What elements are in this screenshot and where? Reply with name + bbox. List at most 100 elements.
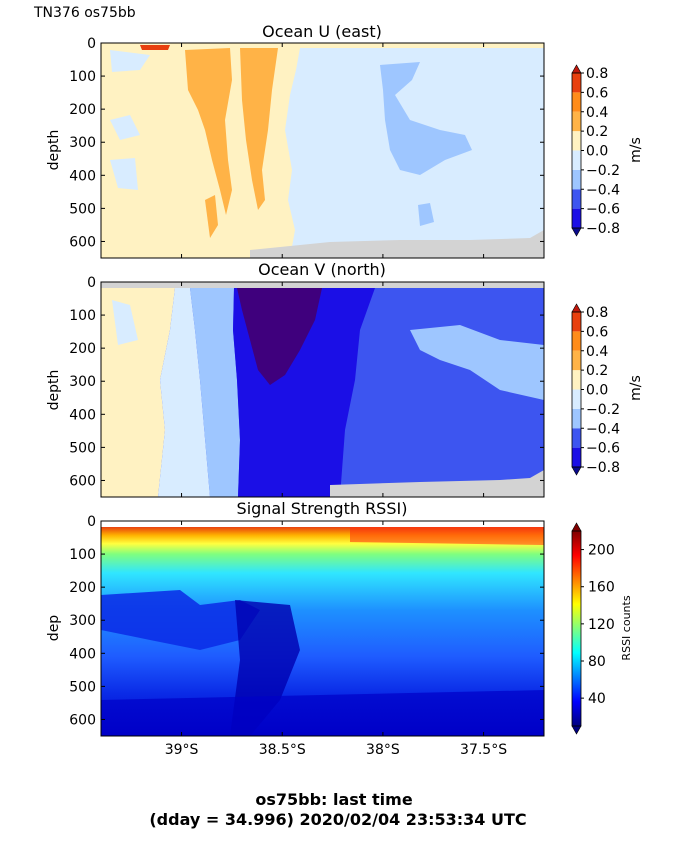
colorbar-tick-label: 0.8 bbox=[586, 66, 608, 82]
u-weak-patch-3 bbox=[110, 50, 150, 72]
panel-1-field bbox=[101, 43, 544, 258]
colorbar-tick-label: 200 bbox=[588, 543, 615, 559]
panel-1-colorbar: 0.8 0.6 0.4 0.2 0.0 −0.2 −0.4 −0.6 −0.8 bbox=[571, 64, 620, 237]
rssi-low-layer-west bbox=[101, 590, 260, 650]
v-weak-patch bbox=[112, 300, 138, 345]
colorbar-1-label: m/s bbox=[628, 137, 644, 163]
panel-3-frame bbox=[100, 520, 545, 737]
u-weak-patch-1 bbox=[110, 115, 140, 140]
y-tick-label: 500 bbox=[69, 201, 96, 217]
colorbar-extend-top bbox=[571, 64, 582, 74]
colorbar-frame bbox=[571, 530, 582, 727]
u-negative-core bbox=[380, 62, 472, 175]
v-no-data-bottom bbox=[330, 470, 544, 497]
colorbar-tick-label: 120 bbox=[588, 617, 615, 633]
x-tick-label: 37.5°S bbox=[460, 742, 507, 758]
y-tick-label: 100 bbox=[69, 547, 96, 563]
panel-1-title: Ocean U (east) bbox=[262, 22, 382, 41]
colorbar-tick-label: −0.2 bbox=[586, 402, 620, 418]
v-jet-core bbox=[237, 288, 322, 385]
colorbar-tick-label: −0.4 bbox=[586, 182, 620, 198]
panel-2-frame bbox=[100, 281, 545, 498]
x-tick-label: 38°S bbox=[366, 742, 400, 758]
u-weak-patch-2 bbox=[110, 158, 138, 190]
colorbar-tick-label: 40 bbox=[588, 691, 606, 707]
colorbar-tick-label: −0.8 bbox=[586, 460, 620, 476]
y-tick-label: 500 bbox=[69, 679, 96, 695]
colorbar-segment bbox=[572, 111, 581, 132]
colorbar-segment bbox=[572, 428, 581, 448]
panel-3-colorbar: 200 160 120 80 40 bbox=[571, 522, 615, 735]
y-tick-label: 200 bbox=[69, 580, 96, 596]
y-tick-label: 100 bbox=[69, 308, 96, 324]
colorbar-tick-label: 0.2 bbox=[586, 124, 608, 140]
colorbar-tick-label: 0.2 bbox=[586, 363, 608, 379]
footer-subtitle: (dday = 34.996) 2020/02/04 23:53:34 UTC bbox=[149, 810, 526, 829]
panel-1-y-axis: 0 100 200 300 400 500 600 bbox=[69, 36, 544, 250]
v-weak-northeast bbox=[410, 325, 544, 400]
panel-2-y-axis: 0 100 200 300 400 500 600 bbox=[69, 275, 544, 489]
colorbar-tick-label: −0.8 bbox=[586, 221, 620, 237]
colorbar-tick-label: 0.6 bbox=[586, 324, 608, 340]
panel-3-x-axis: 39°S 38.5°S 38°S 37.5°S bbox=[165, 521, 507, 758]
colorbar-tick-label: 0.4 bbox=[586, 344, 608, 360]
x-tick-label: 39°S bbox=[165, 742, 199, 758]
u-strong-positive-sliver bbox=[140, 45, 170, 50]
panel-3-y-axis: 0 100 200 300 400 500 600 bbox=[69, 514, 544, 728]
corner-label: TN376 os75bb bbox=[33, 5, 136, 21]
colorbar-tick-label: −0.4 bbox=[586, 421, 620, 437]
y-tick-label: 400 bbox=[69, 407, 96, 423]
colorbar-tick-label: 0.8 bbox=[586, 305, 608, 321]
panel-ocean-v: Ocean V (north) 0 100 200 300 400 500 600 dept… bbox=[46, 260, 644, 498]
panel-1-x-ticks bbox=[181, 43, 485, 258]
colorbar-segment bbox=[572, 73, 581, 93]
colorbar-2-label: m/s bbox=[628, 375, 644, 401]
u-no-data-region bbox=[250, 230, 544, 258]
colorbar-tick-label: 160 bbox=[588, 580, 615, 596]
colorbar-extend-top bbox=[571, 303, 582, 313]
rssi-no-data-top bbox=[101, 521, 544, 527]
v-weak-negative-band bbox=[158, 288, 210, 497]
colorbar-gradient bbox=[572, 531, 581, 726]
colorbar-tick-label: −0.2 bbox=[586, 163, 620, 179]
y-tick-label: 400 bbox=[69, 646, 96, 662]
footer-title: os75bb: last time bbox=[255, 790, 412, 809]
panel-3-field bbox=[101, 521, 544, 736]
colorbar-tick-label: 0.0 bbox=[586, 144, 608, 160]
colorbar-tick-label: 0.6 bbox=[586, 85, 608, 101]
colorbar-segment bbox=[572, 331, 581, 351]
colorbar-extend-top bbox=[571, 522, 582, 532]
y-tick-label: 0 bbox=[87, 36, 96, 52]
rssi-deep-layer bbox=[101, 690, 544, 736]
v-moderate-negative-band bbox=[190, 288, 240, 497]
u-negative-patch bbox=[418, 203, 434, 226]
colorbar-segment bbox=[572, 189, 581, 209]
panel-1-ylabel: depth bbox=[46, 130, 62, 171]
y-tick-label: 500 bbox=[69, 440, 96, 456]
colorbar-extend-bottom bbox=[571, 466, 582, 476]
colorbar-segment bbox=[572, 312, 581, 332]
colorbar-extend-bottom bbox=[571, 725, 582, 735]
x-tick-label: 38.5°S bbox=[259, 742, 306, 758]
panel-2-title: Ocean V (north) bbox=[258, 260, 386, 279]
colorbar-segment bbox=[572, 408, 581, 429]
panel-rssi: Signal Strength RSSI) 0 100 200 300 400 500 60… bbox=[46, 499, 633, 758]
panel-ocean-u: Ocean U (east) 0 100 200 300 400 500 600 depth… bbox=[46, 22, 644, 259]
y-tick-label: 0 bbox=[87, 514, 96, 530]
colorbar-segment bbox=[572, 370, 581, 390]
colorbar-segment bbox=[572, 350, 581, 371]
colorbar-segment bbox=[572, 389, 581, 409]
v-no-data-top bbox=[101, 282, 544, 288]
panel-2-ylabel: depth bbox=[46, 370, 62, 411]
colorbar-segment bbox=[572, 92, 581, 112]
colorbar-segment bbox=[572, 208, 581, 228]
y-tick-label: 600 bbox=[69, 234, 96, 250]
y-tick-label: 300 bbox=[69, 613, 96, 629]
colorbar-3-label: RSSI counts bbox=[620, 595, 633, 660]
colorbar-tick-label: 0.4 bbox=[586, 105, 608, 121]
y-tick-label: 0 bbox=[87, 275, 96, 291]
colorbar-segment bbox=[572, 447, 581, 467]
colorbar-tick-label: −0.6 bbox=[586, 441, 620, 457]
y-tick-label: 600 bbox=[69, 712, 96, 728]
panel-2-colorbar: 0.8 0.6 0.4 0.2 0.0 −0.2 −0.4 −0.6 −0.8 bbox=[571, 303, 620, 476]
